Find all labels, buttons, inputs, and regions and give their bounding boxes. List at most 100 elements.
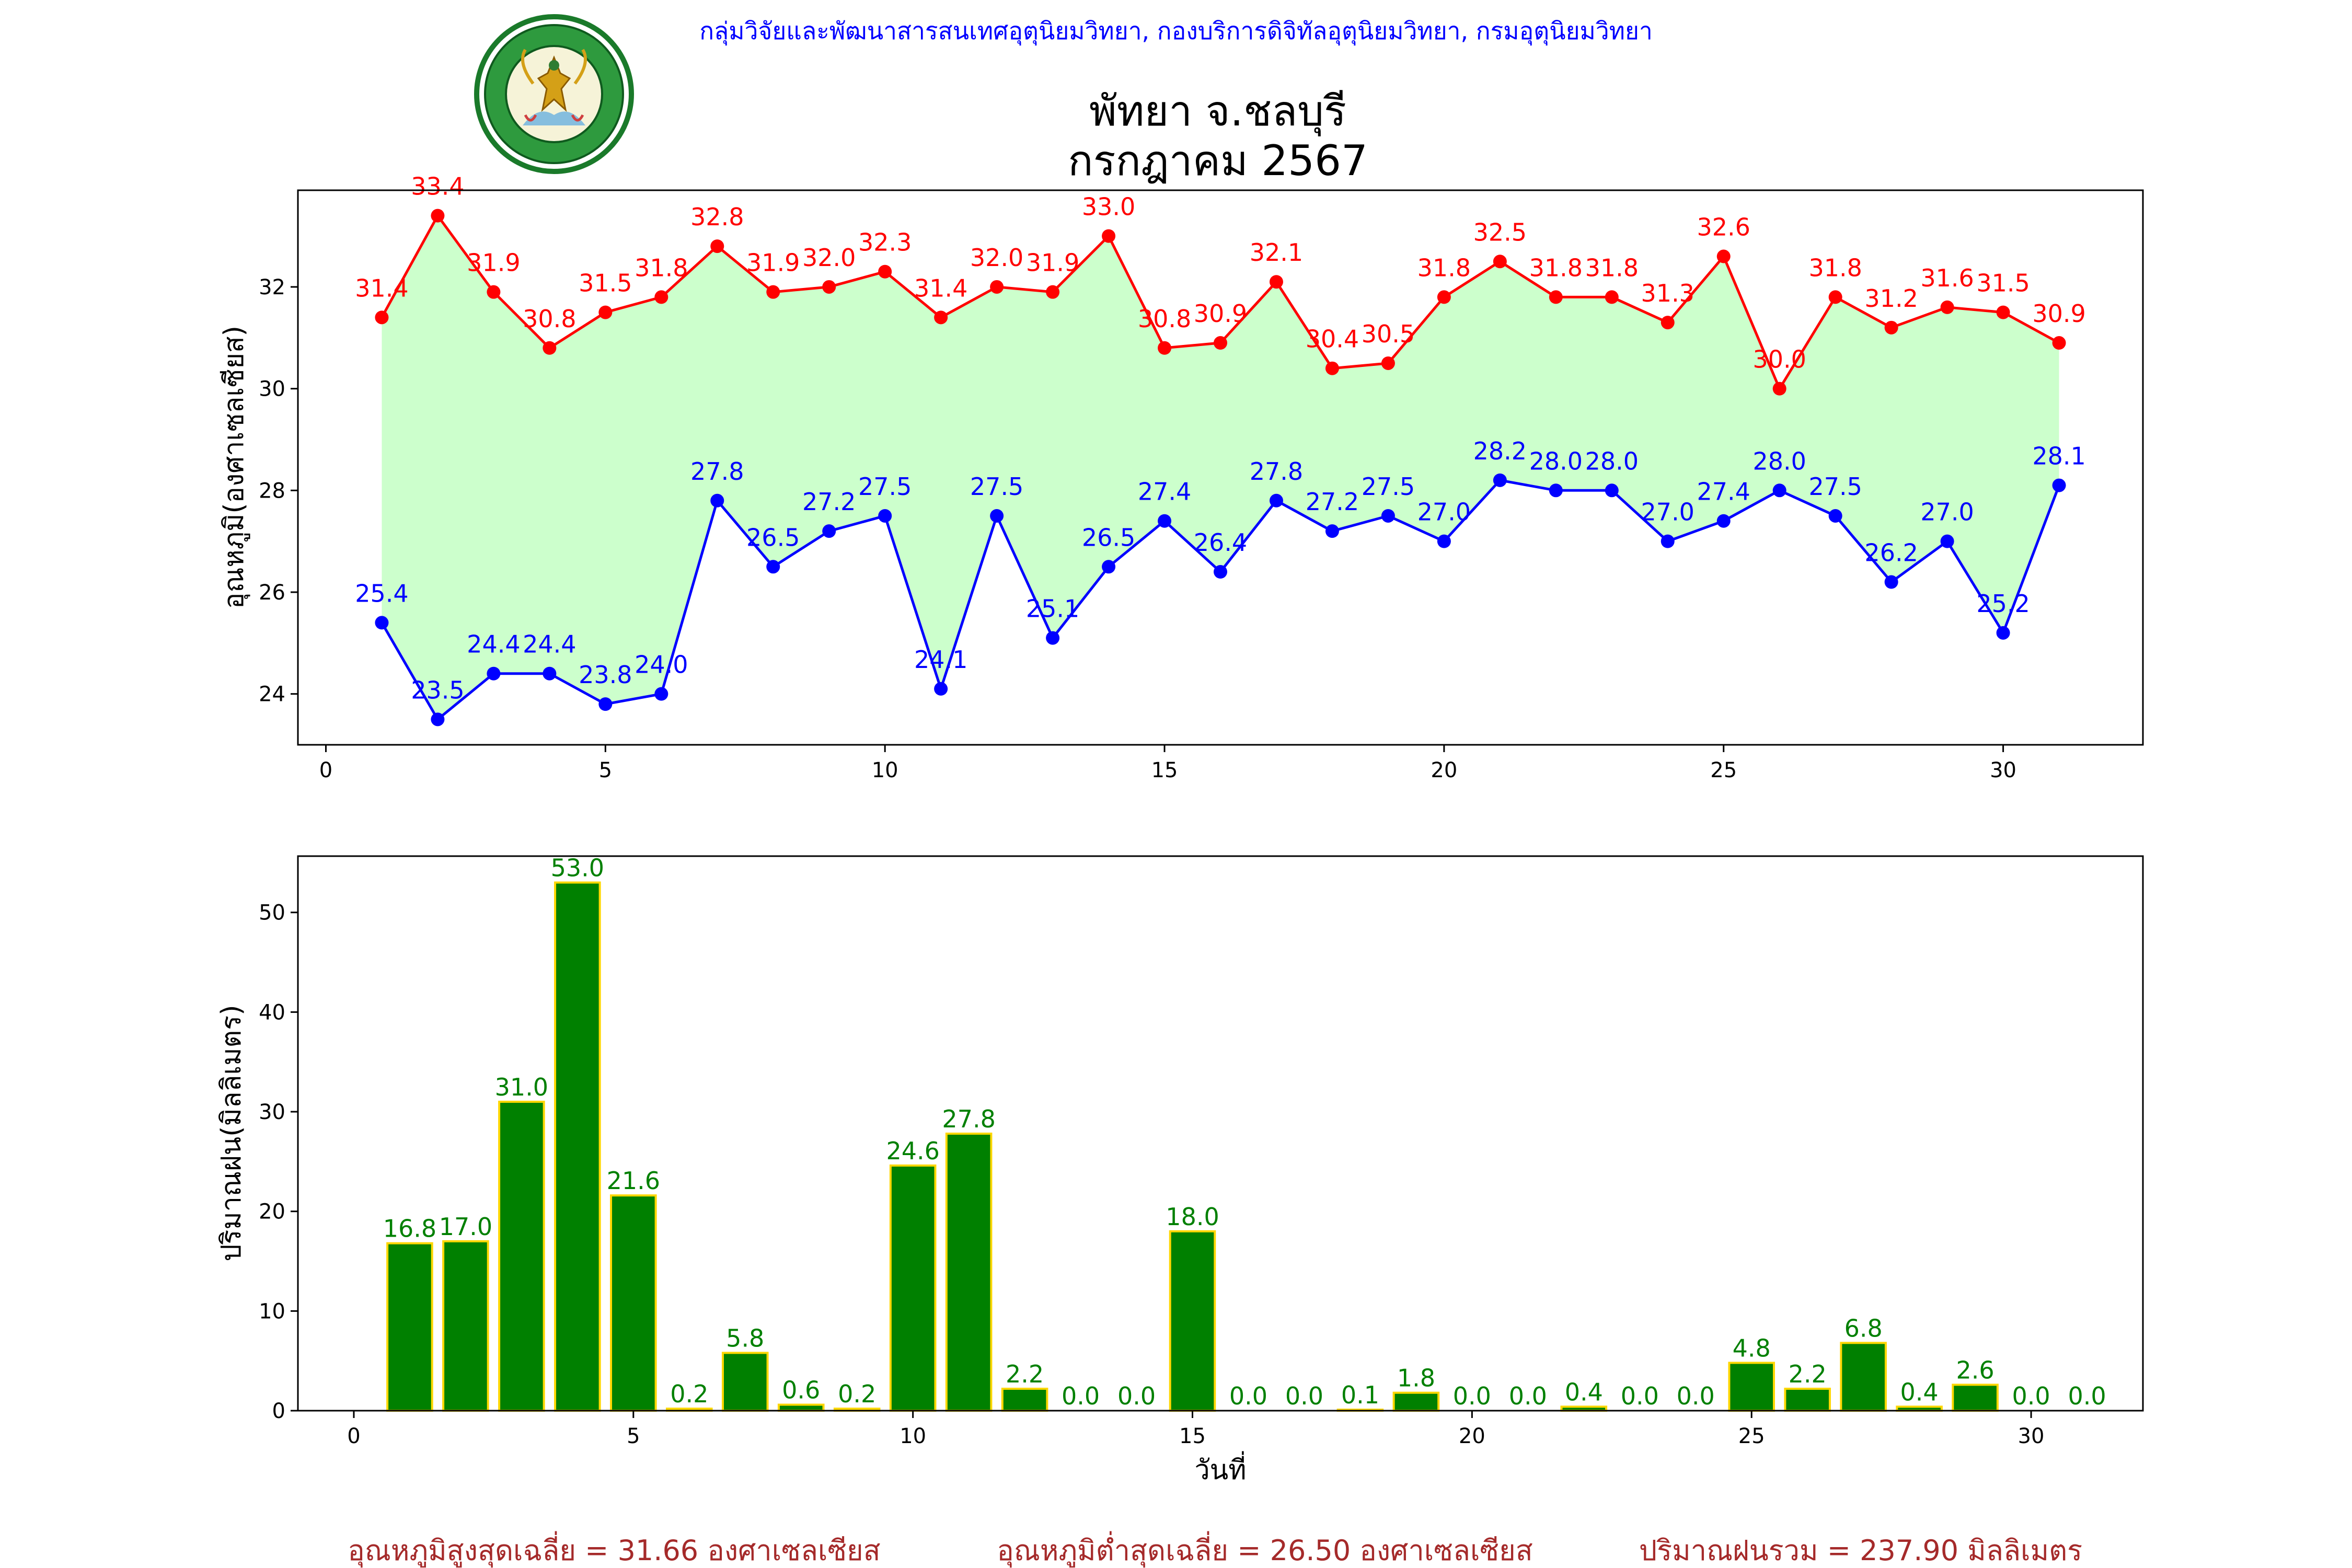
min-temperature-point (710, 493, 724, 508)
rainfall-value-label: 31.0 (495, 1073, 548, 1101)
min-temperature-point (1214, 565, 1227, 579)
y-tick-label: 26 (259, 581, 285, 605)
min-temperature-point (1549, 483, 1563, 498)
average-min-temperature: อุณหภูมิต่ำสุดเฉลี่ย = 26.50 องศาเซลเซีย… (997, 1531, 1532, 1568)
rainfall-value-label: 0.4 (1900, 1378, 1939, 1406)
rainfall-value-label: 0.0 (2068, 1382, 2106, 1410)
rainfall-bar (721, 1352, 769, 1412)
summary-footer: อุณหภูมิสูงสุดเฉลี่ย = 31.66 องศาเซลเซีย… (348, 1531, 2082, 1568)
max-temperature-point (1996, 305, 2010, 319)
rainfall-bar (1728, 1362, 1775, 1412)
rainfall-value-label: 0.1 (1341, 1381, 1379, 1409)
min-temperature-label: 23.8 (579, 661, 632, 689)
rainfall-value-label: 2.2 (1006, 1360, 1044, 1388)
min-temperature-label: 25.1 (1026, 595, 1079, 623)
max-temperature-label: 33.0 (1082, 193, 1135, 221)
temperature-range-area (382, 215, 2059, 720)
total-rainfall: ปริมาณฝนรวม = 237.90 มิลลิเมตร (1639, 1534, 2082, 1567)
min-temperature-point (1716, 514, 1731, 528)
temperature-data-labels: 31.433.431.930.831.531.832.831.9 32.032.3… (355, 172, 2086, 705)
min-temperature-label: 26.4 (1194, 528, 1247, 557)
max-temperature-label: 32.3 (858, 228, 912, 257)
rainfall-value-label: 0.6 (782, 1376, 820, 1404)
min-temperature-label: 28.0 (1585, 447, 1639, 475)
rainfall-value-label: 4.8 (1733, 1334, 1771, 1362)
max-temperature-label: 31.8 (1808, 253, 1862, 282)
rainfall-value-label: 1.8 (1397, 1364, 1435, 1392)
min-temperature-point (654, 687, 668, 701)
max-temperature-label: 31.9 (1026, 249, 1079, 277)
temperature-y-ticks: 24 26 28 30 32 (259, 275, 298, 707)
min-temperature-point (1158, 514, 1172, 528)
min-temperature-label: 27.2 (1306, 488, 1359, 516)
rainfall-bar (1784, 1388, 1831, 1412)
max-temperature-point (710, 239, 724, 253)
temperature-chart: 31.433.431.930.831.531.832.831.9 32.032.3… (218, 172, 2144, 782)
max-temperature-label: 32.5 (1473, 218, 1527, 246)
rainfall-value-label: 27.8 (942, 1105, 995, 1133)
max-temperature-point (1716, 249, 1731, 263)
rainfall-bar (442, 1240, 489, 1412)
rainfall-value-label: 21.6 (607, 1167, 660, 1195)
min-temperature-point (1661, 534, 1675, 548)
min-temperature-point (822, 524, 836, 538)
y-tick-label: 40 (259, 1000, 285, 1024)
min-temperature-label: 26.5 (746, 523, 800, 551)
rainfall-chart: 16.8 17.0 31.0 53.0 21.6 0.2 5.8 0.6 0.2 24.627.8… (216, 854, 2144, 1486)
x-tick-label: 5 (627, 1424, 640, 1448)
min-temperature-label: 25.4 (355, 579, 408, 607)
max-temperature-point (1102, 229, 1116, 243)
rainfall-x-ticks: 0 5 10 15 20 25 30 (347, 1411, 2045, 1448)
min-temperature-label: 27.5 (970, 472, 1023, 501)
max-temperature-label: 31.8 (1417, 253, 1471, 282)
min-temperature-point (1102, 560, 1116, 574)
rainfall-bar (386, 1242, 433, 1412)
min-temperature-point (375, 616, 389, 630)
min-temperature-point (487, 666, 501, 681)
y-tick-label: 10 (259, 1299, 285, 1323)
min-temperature-label: 25.2 (1976, 590, 2030, 618)
rainfall-value-label: 24.6 (886, 1137, 939, 1165)
max-temperature-point (1493, 255, 1507, 269)
max-temperature-point (1046, 285, 1060, 299)
rainfall-y-ticks: 0 10 20 30 40 50 (259, 901, 298, 1423)
min-temperature-point (1325, 524, 1339, 538)
max-temperature-label: 31.8 (635, 253, 688, 282)
max-temperature-point (1381, 356, 1395, 370)
max-temperature-point (431, 209, 445, 223)
min-temperature-label: 27.0 (1417, 498, 1471, 526)
max-temperature-label: 30.4 (1306, 325, 1359, 353)
min-temperature-label: 28.2 (1473, 437, 1527, 465)
min-temperature-label: 27.0 (1641, 498, 1694, 526)
min-temperature-label: 28.0 (1529, 447, 1583, 475)
min-temperature-point (934, 682, 948, 696)
rainfall-bar (1952, 1383, 1999, 1412)
min-temperature-point (1605, 483, 1619, 498)
min-temperature-label: 23.5 (411, 676, 464, 704)
min-temperature-point (878, 509, 892, 523)
rainfall-value-label: 17.0 (439, 1213, 492, 1241)
min-temperature-point (1772, 483, 1786, 498)
min-temperature-label: 27.4 (1697, 478, 1750, 506)
max-temperature-point (598, 305, 613, 319)
y-tick-label: 20 (259, 1200, 285, 1224)
rainfall-value-label: 0.0 (1621, 1382, 1659, 1410)
y-tick-label: 30 (259, 377, 285, 401)
chart-title-period: กรกฎาคม 2567 (1068, 136, 1368, 185)
x-tick-label: 25 (1738, 1424, 1765, 1448)
min-temperature-label: 24.4 (467, 630, 520, 659)
max-temperature-point (1884, 320, 1898, 335)
y-tick-label: 50 (259, 901, 285, 925)
min-temperature-point (1269, 493, 1283, 508)
min-temperature-point (990, 509, 1004, 523)
x-tick-label: 5 (599, 758, 612, 782)
max-temperature-label: 33.4 (411, 172, 464, 201)
x-tick-label: 0 (319, 758, 332, 782)
max-temperature-label: 31.4 (355, 274, 408, 302)
rainfall-bar (498, 1100, 545, 1412)
max-temperature-point (1828, 290, 1842, 304)
min-temperature-label: 27.5 (1362, 472, 1415, 501)
max-temperature-point (543, 341, 557, 355)
min-temperature-label: 27.5 (1808, 472, 1862, 501)
min-temperature-point (1437, 534, 1451, 548)
